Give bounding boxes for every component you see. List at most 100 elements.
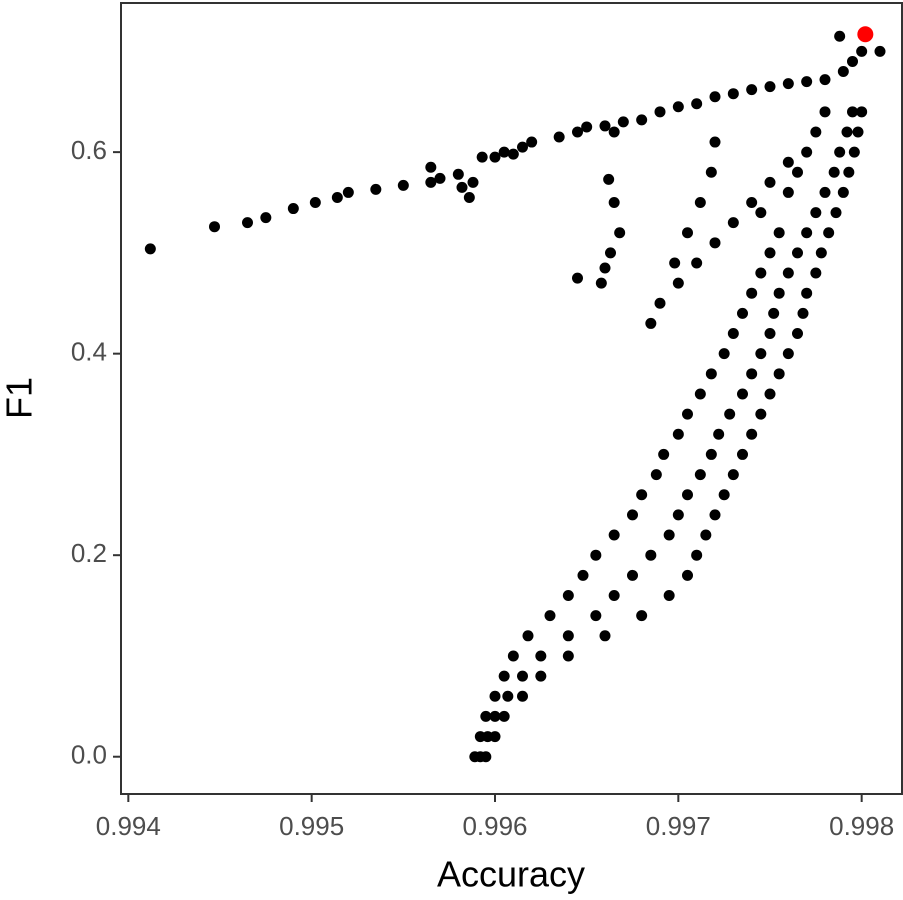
- point: [425, 161, 437, 173]
- point: [672, 277, 684, 289]
- point: [709, 509, 721, 521]
- point: [746, 84, 758, 96]
- point: [480, 751, 492, 763]
- point: [636, 114, 648, 126]
- point: [797, 307, 809, 319]
- x-axis-title: Accuracy: [437, 854, 585, 895]
- point: [682, 408, 693, 420]
- point: [309, 197, 321, 209]
- point: [764, 81, 776, 93]
- point: [764, 247, 776, 259]
- point: [489, 151, 501, 163]
- point: [577, 569, 589, 581]
- point: [792, 166, 803, 178]
- point: [614, 227, 626, 239]
- point: [663, 589, 675, 601]
- point: [755, 408, 767, 420]
- point: [467, 176, 479, 188]
- point: [682, 489, 693, 501]
- point: [746, 287, 758, 299]
- point: [498, 146, 510, 158]
- point: [727, 88, 739, 100]
- point: [489, 690, 501, 702]
- point: [605, 247, 616, 259]
- point: [476, 151, 488, 163]
- point: [694, 388, 706, 400]
- point: [852, 126, 864, 138]
- point: [260, 212, 272, 224]
- point: [590, 610, 602, 622]
- point: [801, 76, 813, 88]
- point: [830, 207, 842, 219]
- point: [498, 670, 510, 682]
- point: [370, 183, 382, 195]
- point: [599, 262, 611, 274]
- point: [599, 120, 611, 132]
- point: [709, 237, 721, 249]
- point: [603, 173, 615, 185]
- point: [737, 388, 748, 400]
- point: [755, 267, 767, 279]
- point: [242, 217, 253, 229]
- point: [847, 55, 858, 67]
- point: [517, 141, 528, 153]
- point: [773, 287, 785, 299]
- point: [823, 227, 835, 239]
- point: [718, 489, 730, 501]
- point: [645, 549, 657, 561]
- point: [526, 136, 538, 148]
- x-tick-label: 0.996: [462, 811, 527, 841]
- point: [507, 148, 519, 160]
- point: [746, 428, 758, 440]
- point: [682, 569, 693, 581]
- point: [792, 247, 803, 259]
- point: [608, 589, 620, 601]
- point: [553, 131, 565, 143]
- point: [691, 98, 703, 110]
- y-tick-label: 0.4: [71, 337, 107, 367]
- point: [517, 670, 528, 682]
- point: [682, 227, 693, 239]
- point: [456, 181, 468, 193]
- point: [874, 45, 886, 57]
- x-tick-label: 0.995: [279, 811, 344, 841]
- point: [572, 126, 583, 138]
- point: [857, 26, 874, 43]
- point: [746, 368, 758, 380]
- point: [672, 101, 684, 113]
- point: [489, 731, 501, 743]
- point: [654, 106, 666, 118]
- point: [737, 448, 748, 460]
- point: [480, 710, 492, 722]
- point: [841, 126, 853, 138]
- point: [562, 650, 574, 662]
- point: [705, 166, 717, 178]
- point: [792, 328, 803, 340]
- point: [700, 529, 712, 541]
- point: [815, 247, 827, 259]
- point: [782, 156, 794, 168]
- point: [819, 74, 831, 86]
- point: [782, 267, 794, 279]
- y-tick-label: 0.6: [71, 135, 107, 165]
- point: [595, 277, 607, 289]
- point: [828, 166, 840, 178]
- point: [608, 126, 620, 138]
- point: [782, 186, 794, 198]
- point: [755, 207, 767, 219]
- point: [544, 610, 556, 622]
- point: [636, 489, 648, 501]
- point: [562, 589, 574, 601]
- plot-panel: [120, 2, 903, 795]
- point: [834, 146, 846, 158]
- point: [709, 91, 721, 103]
- point: [764, 388, 776, 400]
- point: [287, 203, 299, 215]
- point: [627, 509, 638, 521]
- y-axis-title: F1: [0, 377, 40, 419]
- point: [694, 469, 706, 481]
- point: [810, 207, 822, 219]
- point: [507, 650, 519, 662]
- point: [617, 116, 629, 128]
- point: [581, 121, 593, 133]
